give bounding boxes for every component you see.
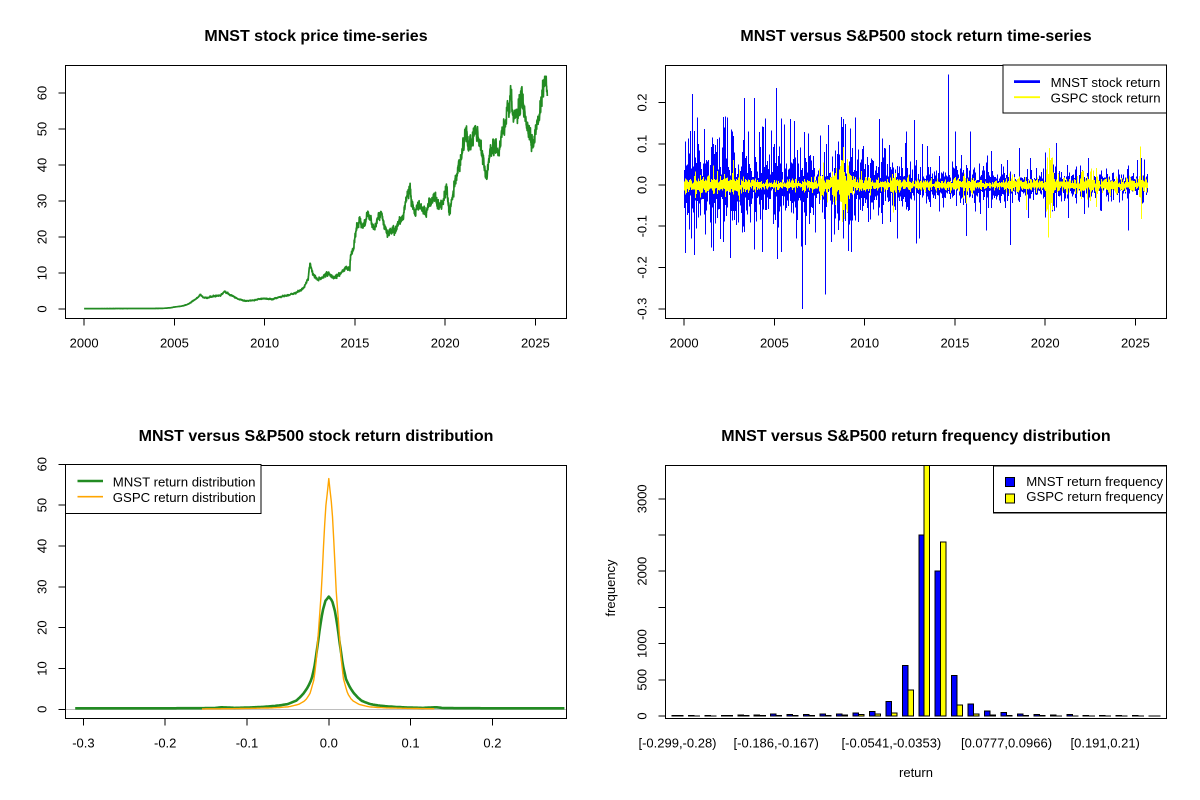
- svg-text:-0.2: -0.2: [635, 256, 650, 278]
- svg-text:1000: 1000: [635, 629, 650, 658]
- svg-text:-0.3: -0.3: [72, 736, 94, 751]
- svg-text:[0.0777,0.0966): [0.0777,0.0966): [961, 736, 1052, 751]
- svg-text:frequency: frequency: [603, 559, 618, 617]
- svg-text:0.1: 0.1: [635, 135, 650, 153]
- svg-text:20: 20: [35, 230, 50, 244]
- svg-text:MNST versus S&P500 return freq: MNST versus S&P500 return frequency dist…: [721, 428, 1110, 445]
- svg-text:2020: 2020: [431, 336, 460, 351]
- svg-text:[-0.186,-0.167): [-0.186,-0.167): [734, 736, 819, 751]
- svg-text:MNST versus S&P500 stock retur: MNST versus S&P500 stock return distribu…: [139, 428, 494, 445]
- svg-text:2000: 2000: [70, 336, 99, 351]
- svg-text:500: 500: [635, 669, 650, 691]
- svg-text:2020: 2020: [1031, 336, 1060, 351]
- svg-text:0: 0: [35, 305, 50, 312]
- svg-text:0.2: 0.2: [635, 93, 650, 111]
- svg-text:-0.3: -0.3: [635, 298, 650, 320]
- svg-text:0.2: 0.2: [483, 736, 501, 751]
- svg-text:2005: 2005: [760, 336, 789, 351]
- svg-text:[0.191,0.21): [0.191,0.21): [1071, 736, 1140, 751]
- svg-text:2010: 2010: [250, 336, 279, 351]
- svg-text:2025: 2025: [521, 336, 550, 351]
- svg-text:GSPC stock return: GSPC stock return: [1051, 91, 1161, 106]
- svg-text:40: 40: [35, 158, 50, 172]
- svg-text:MNST versus S&P500 stock retur: MNST versus S&P500 stock return time-ser…: [740, 28, 1091, 45]
- svg-text:50: 50: [35, 122, 50, 136]
- svg-text:[-0.299,-0.28): [-0.299,-0.28): [638, 736, 716, 751]
- svg-text:0: 0: [635, 712, 650, 719]
- svg-text:MNST stock return: MNST stock return: [1051, 75, 1161, 90]
- svg-text:40: 40: [35, 539, 50, 553]
- svg-text:2000: 2000: [635, 557, 650, 586]
- svg-text:10: 10: [35, 266, 50, 280]
- svg-text:MNST return frequency: MNST return frequency: [1026, 474, 1163, 489]
- svg-text:GSPC return frequency: GSPC return frequency: [1026, 489, 1163, 504]
- svg-text:0.1: 0.1: [402, 736, 420, 751]
- svg-text:2000: 2000: [670, 336, 699, 351]
- svg-text:MNST return distribution: MNST return distribution: [113, 474, 256, 489]
- svg-text:-0.1: -0.1: [635, 215, 650, 237]
- svg-text:2010: 2010: [850, 336, 879, 351]
- svg-text:2015: 2015: [340, 336, 369, 351]
- svg-text:0.0: 0.0: [635, 176, 650, 194]
- svg-text:30: 30: [35, 580, 50, 594]
- svg-text:50: 50: [35, 498, 50, 512]
- svg-text:0.0: 0.0: [320, 736, 338, 751]
- svg-text:60: 60: [35, 86, 50, 100]
- svg-text:2015: 2015: [940, 336, 969, 351]
- svg-text:10: 10: [35, 661, 50, 675]
- svg-text:-0.2: -0.2: [154, 736, 176, 751]
- svg-text:MNST stock price time-series: MNST stock price time-series: [204, 28, 427, 45]
- svg-text:30: 30: [35, 194, 50, 208]
- svg-text:2025: 2025: [1121, 336, 1150, 351]
- svg-text:20: 20: [35, 620, 50, 634]
- svg-text:return: return: [899, 765, 933, 780]
- svg-text:0: 0: [35, 706, 50, 713]
- svg-text:3000: 3000: [635, 484, 650, 513]
- svg-text:GSPC return distribution: GSPC return distribution: [113, 490, 256, 505]
- svg-text:60: 60: [35, 457, 50, 471]
- svg-text:2005: 2005: [160, 336, 189, 351]
- svg-text:-0.1: -0.1: [236, 736, 258, 751]
- svg-text:[-0.0541,-0.0353): [-0.0541,-0.0353): [842, 736, 942, 751]
